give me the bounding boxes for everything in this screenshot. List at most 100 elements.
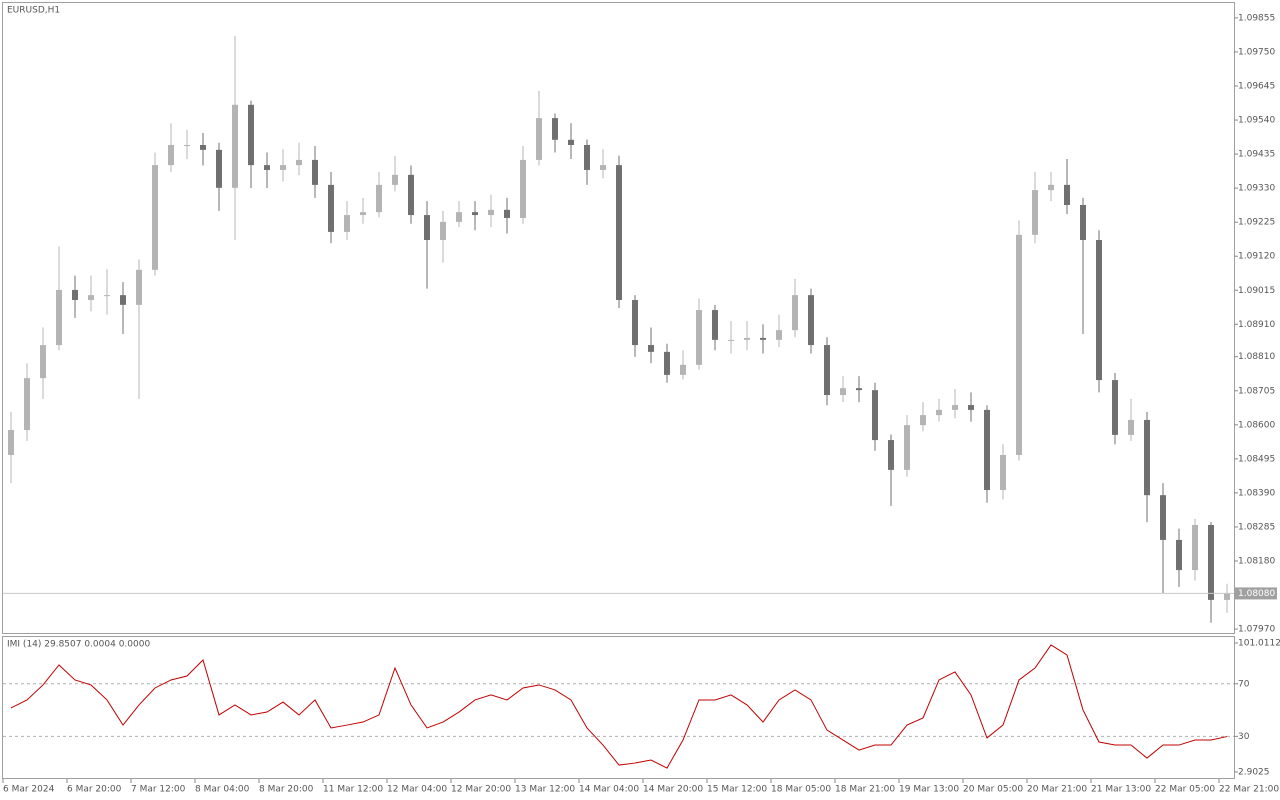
candle-body bbox=[536, 118, 542, 160]
candle-body bbox=[296, 159, 302, 166]
candle-body bbox=[712, 310, 718, 340]
candle-body bbox=[1080, 204, 1086, 241]
y-tick-label: 30 bbox=[1238, 732, 1250, 742]
y-tick-label: 1.09225 bbox=[1238, 218, 1275, 228]
y-tick-label: 101.0112 bbox=[1238, 638, 1280, 648]
candle-body bbox=[1176, 539, 1182, 571]
candle-body bbox=[552, 118, 558, 140]
candle-body bbox=[1144, 419, 1150, 496]
candle-body bbox=[152, 165, 158, 270]
current-price-label: 1.08080 bbox=[1238, 589, 1275, 599]
candle-body bbox=[872, 390, 878, 441]
indicator-pane bbox=[2, 636, 1235, 779]
candle-body bbox=[952, 405, 958, 410]
candle-body bbox=[40, 345, 46, 379]
candle-body bbox=[328, 184, 334, 232]
candle-body bbox=[88, 295, 94, 300]
candle-body bbox=[984, 409, 990, 490]
candle-body bbox=[1048, 184, 1054, 191]
y-tick-label: 1.07970 bbox=[1238, 625, 1275, 635]
x-tick-label: 18 Mar 21:00 bbox=[835, 785, 895, 795]
candle-body bbox=[888, 440, 894, 470]
x-tick-label: 20 Mar 05:00 bbox=[963, 785, 1023, 795]
candle-body bbox=[616, 165, 622, 300]
main-pane bbox=[2, 2, 1235, 634]
candle-body bbox=[344, 215, 350, 232]
candle-body bbox=[792, 295, 798, 331]
candle-body bbox=[744, 337, 750, 340]
candle-body bbox=[904, 425, 910, 470]
candle-body bbox=[1000, 454, 1006, 490]
candle-body bbox=[456, 212, 462, 222]
candle-body bbox=[216, 149, 222, 188]
y-tick-label: 1.08180 bbox=[1238, 556, 1275, 566]
candle-body bbox=[728, 339, 734, 341]
candle-body bbox=[1064, 184, 1070, 205]
candle-body bbox=[920, 415, 926, 426]
candle-body bbox=[184, 145, 190, 147]
y-tick-label: 1.08600 bbox=[1238, 420, 1275, 430]
candle-body bbox=[584, 145, 590, 170]
x-tick-label: 22 Mar 05:00 bbox=[1155, 785, 1215, 795]
candle-body bbox=[760, 337, 766, 340]
y-tick-label: 70 bbox=[1238, 679, 1250, 689]
candle-body bbox=[504, 209, 510, 218]
y-tick-label: 1.08285 bbox=[1238, 522, 1275, 532]
candle-body bbox=[120, 295, 126, 305]
candle-body bbox=[312, 159, 318, 185]
candle-body bbox=[232, 104, 238, 188]
candle-body bbox=[936, 409, 942, 416]
x-tick-label: 15 Mar 12:00 bbox=[707, 785, 767, 795]
x-tick-label: 11 Mar 12:00 bbox=[323, 785, 383, 795]
candle-body bbox=[1208, 525, 1214, 600]
symbol-label: EURUSD,H1 bbox=[7, 6, 60, 16]
x-tick-label: 19 Mar 13:00 bbox=[899, 785, 959, 795]
candle-body bbox=[1128, 419, 1134, 435]
candle-body bbox=[264, 165, 270, 170]
x-tick-label: 14 Mar 04:00 bbox=[579, 785, 639, 795]
candle-body bbox=[72, 289, 78, 300]
candle-body bbox=[248, 104, 254, 166]
candle-body bbox=[56, 289, 62, 346]
indicator-line bbox=[10, 644, 1228, 769]
candle-body bbox=[1160, 495, 1166, 540]
candle-body bbox=[808, 295, 814, 346]
y-tick-label: 1.09435 bbox=[1238, 150, 1275, 160]
y-tick-label: 1.08910 bbox=[1238, 320, 1275, 330]
y-tick-label: 1.08810 bbox=[1238, 352, 1275, 362]
candle-body bbox=[392, 174, 398, 185]
candle-body bbox=[280, 165, 286, 170]
y-tick-label: 1.09330 bbox=[1238, 184, 1275, 194]
x-tick-label: 8 Mar 20:00 bbox=[259, 785, 314, 795]
candle-body bbox=[856, 388, 862, 391]
candle-body bbox=[840, 388, 846, 395]
candle-body bbox=[632, 299, 638, 346]
candle-body bbox=[664, 351, 670, 375]
candle-body bbox=[1192, 525, 1198, 571]
candle-body bbox=[648, 345, 654, 352]
candle-body bbox=[424, 215, 430, 241]
y-tick-label: 1.08705 bbox=[1238, 386, 1275, 396]
candle-body bbox=[1016, 234, 1022, 455]
x-tick-label: 22 Mar 21:00 bbox=[1219, 785, 1279, 795]
x-tick-label: 18 Mar 05:00 bbox=[771, 785, 831, 795]
x-tick-label: 20 Mar 21:00 bbox=[1027, 785, 1087, 795]
y-tick-label: 1.09750 bbox=[1238, 47, 1275, 57]
candle-body bbox=[24, 378, 30, 431]
candle-body bbox=[568, 139, 574, 146]
y-tick-label: 1.09120 bbox=[1238, 252, 1275, 262]
y-tick-label: 1.09540 bbox=[1238, 116, 1275, 126]
candle-body bbox=[376, 184, 382, 213]
candle-body bbox=[104, 295, 110, 297]
x-tick-label: 8 Mar 04:00 bbox=[195, 785, 250, 795]
y-tick-label: 1.09015 bbox=[1238, 286, 1275, 296]
candle-body bbox=[136, 269, 142, 305]
candle-body bbox=[1112, 380, 1118, 435]
x-tick-label: 6 Mar 2024 bbox=[3, 785, 55, 795]
candle-body bbox=[408, 174, 414, 216]
candle-body bbox=[8, 430, 14, 455]
candle-body bbox=[200, 145, 206, 150]
candle-body bbox=[600, 165, 606, 170]
